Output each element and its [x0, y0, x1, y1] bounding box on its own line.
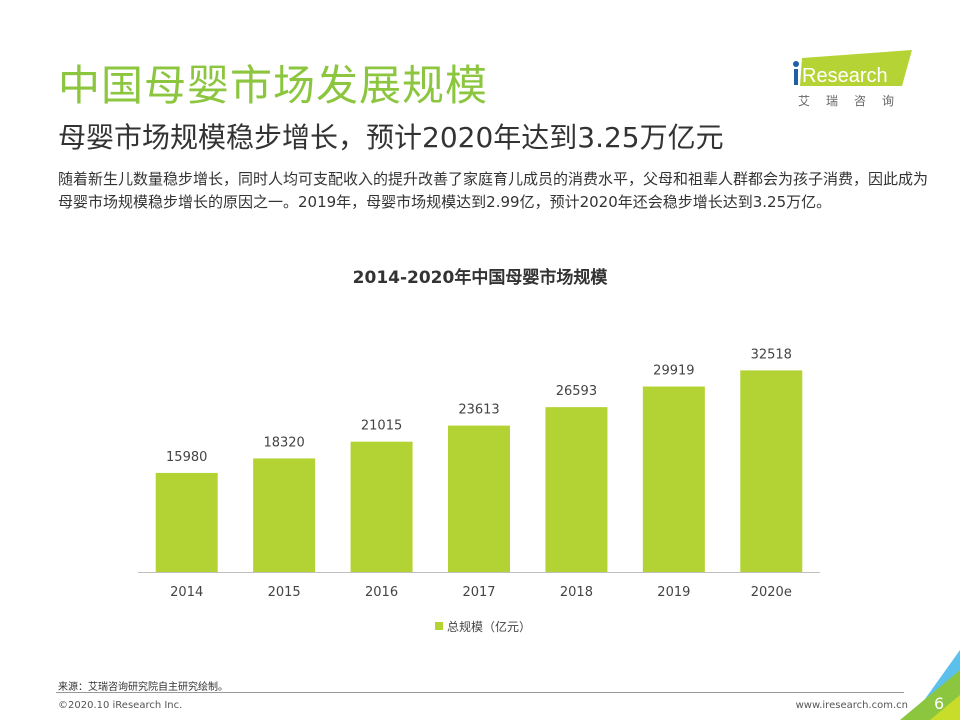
logo-cn-text: 艾瑞咨询 [798, 94, 911, 108]
x-tick-label-2017: 2017 [462, 585, 495, 600]
bar-2019 [642, 386, 705, 572]
bar-2020e [740, 370, 803, 572]
bar-2016 [350, 441, 413, 572]
data-label-2014: 15980 [166, 450, 207, 465]
legend-label: 总规模（亿元） [447, 619, 531, 634]
x-tick-label-2019: 2019 [657, 585, 690, 600]
bar-2018 [545, 407, 608, 572]
data-label-2015: 18320 [263, 435, 304, 450]
x-tick-label-2014: 2014 [170, 585, 203, 600]
data-label-2017: 23613 [458, 403, 499, 418]
source-note: 来源：艾瑞咨询研究院自主研究绘制。 [58, 682, 228, 693]
data-label-2016: 21015 [361, 419, 402, 434]
data-label-2018: 26593 [556, 384, 597, 399]
website-link[interactable]: www.iresearch.com.cn [795, 700, 908, 711]
copyright: ©2020.10 iResearch Inc. [58, 700, 183, 711]
page-title: 中国母婴市场发展规模 [58, 61, 489, 110]
data-label-2020e: 32518 [751, 347, 792, 362]
bar-2014 [155, 472, 218, 572]
x-tick-label-2018: 2018 [560, 585, 593, 600]
svg-text:Research: Research [802, 65, 888, 87]
iresearch-logo: Research [793, 50, 912, 87]
x-tick-label-2020e: 2020e [751, 585, 792, 600]
chart-title: 2014-2020年中国母婴市场规模 [352, 268, 608, 288]
page-subtitle: 母婴市场规模稳步增长，预计2020年达到3.25万亿元 [58, 121, 724, 154]
x-tick-label-2015: 2015 [268, 585, 301, 600]
bar-2017 [448, 425, 510, 572]
legend-swatch [435, 622, 443, 630]
x-tick-label-2016: 2016 [365, 585, 398, 600]
data-label-2019: 29919 [653, 364, 694, 379]
corner-decoration [900, 650, 960, 720]
footer-divider [56, 692, 904, 693]
description-text: 随着新生儿数量稳步增长，同时人均可支配收入的提升改善了家庭育儿成员的消费水平，父… [58, 170, 929, 211]
bar-2015 [253, 458, 316, 572]
page-number: 6 [934, 694, 945, 713]
